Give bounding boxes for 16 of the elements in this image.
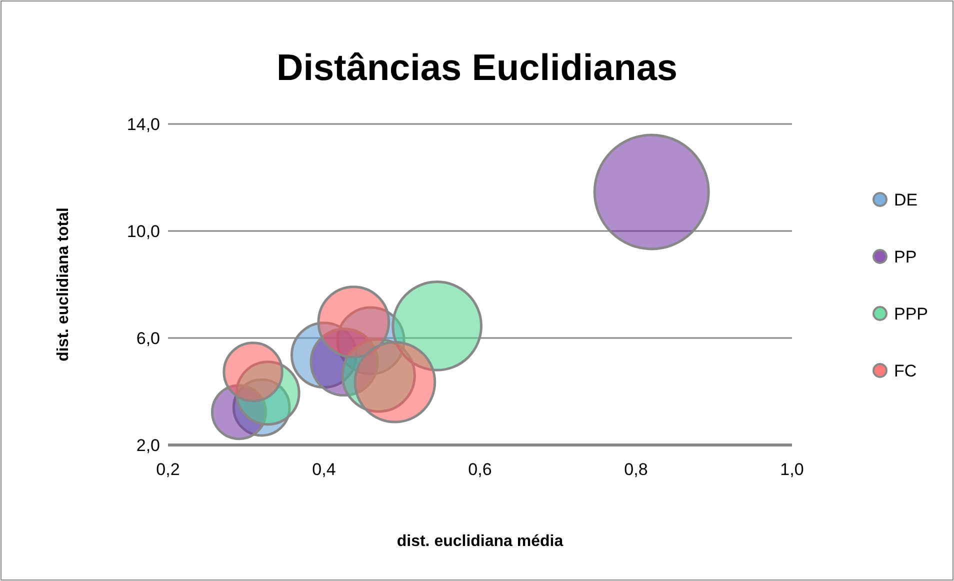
- y-tick-label: 14,0: [126, 114, 160, 134]
- x-tick-label: 0,4: [312, 460, 336, 479]
- legend-label: PPP: [894, 304, 928, 324]
- legend-label: DE: [894, 190, 918, 210]
- y-tick-label: 6,0: [136, 328, 160, 348]
- legend-label: PP: [894, 247, 917, 266]
- x-tick-label: 1,0: [780, 460, 804, 479]
- x-tick-label: 0,2: [156, 460, 180, 479]
- x-axis-title: dist. euclidiana média: [396, 533, 564, 550]
- y-tick-label: 2,0: [136, 436, 160, 455]
- chart-title: Distâncias Euclidianas: [276, 47, 678, 88]
- x-tick-label: 0,8: [624, 460, 648, 479]
- y-tick-label: 10,0: [126, 222, 160, 241]
- y-axis-title: dist. euclidiana total: [55, 208, 72, 362]
- x-tick-label: 0,6: [468, 460, 492, 479]
- legend-label: FC: [894, 361, 917, 380]
